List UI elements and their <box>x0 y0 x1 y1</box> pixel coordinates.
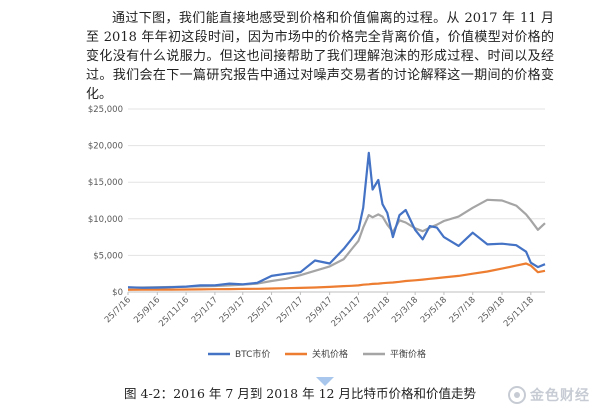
x-tick-label: 25/1/18 <box>362 295 392 325</box>
y-tick-label: $10,000 <box>88 215 123 225</box>
scroll-marker-icon <box>316 377 334 386</box>
chart-series <box>127 151 546 291</box>
y-tick-label: $15,000 <box>88 178 123 188</box>
x-tick-label: 25/11/18 <box>502 295 536 329</box>
body-paragraph: 通过下图，我们能直接地感受到价格和价值偏离的过程。从 2017 年 11 月至 … <box>86 11 554 102</box>
x-tick-label: 25/3/18 <box>390 295 420 325</box>
chart-svg: $0 $5,000 $10,000 $15,000 $20,000 $25,000 25/… <box>88 105 546 360</box>
x-tick-label: 25/7/17 <box>275 295 305 325</box>
x-tick-label: 25/11/17 <box>330 295 364 329</box>
chart-legend: BTC市价 关机价格 平衡价格 <box>208 348 426 360</box>
x-tick-label: 25/1/17 <box>190 295 220 325</box>
legend-label-2: 平衡价格 <box>390 348 426 360</box>
y-tick-label: $25,000 <box>88 105 123 115</box>
x-tick-label: 25/5/18 <box>419 295 449 325</box>
watermark: 金色财经 <box>508 385 590 405</box>
x-tick-label: 25/7/18 <box>448 295 478 325</box>
figure-caption: 图 4-2：2016 年 7 月到 2018 年 12 月比特币价格和价值走势 <box>124 386 476 401</box>
x-tick-label: 25/5/17 <box>246 295 276 325</box>
chart-grid <box>128 108 545 293</box>
legend-label-0: BTC市价 <box>235 348 270 360</box>
y-tick-label: $0 <box>112 288 123 298</box>
series-line-0 <box>127 151 546 289</box>
y-tick-label: $5,000 <box>93 251 123 261</box>
x-tick-label: 25/7/16 <box>103 295 133 325</box>
legend-label-1: 关机价格 <box>312 348 348 360</box>
x-tick-label: 25/3/17 <box>218 295 248 325</box>
watermark-logo-icon <box>508 386 526 404</box>
price-value-chart: $0 $5,000 $10,000 $15,000 $20,000 $25,000 25/… <box>0 100 600 378</box>
series-line-1 <box>127 262 546 291</box>
series-line-2 <box>127 198 546 289</box>
x-tick-label: 25/11/16 <box>157 295 191 329</box>
watermark-text: 金色财经 <box>530 388 590 404</box>
y-tick-label: $20,000 <box>88 142 123 152</box>
x-axis-ticks: 25/7/16 25/9/1625/11/1625/1/1725/3/1725/5… <box>103 292 536 329</box>
y-axis-ticks: $0 $5,000 $10,000 $15,000 $20,000 $25,000 <box>88 105 123 298</box>
